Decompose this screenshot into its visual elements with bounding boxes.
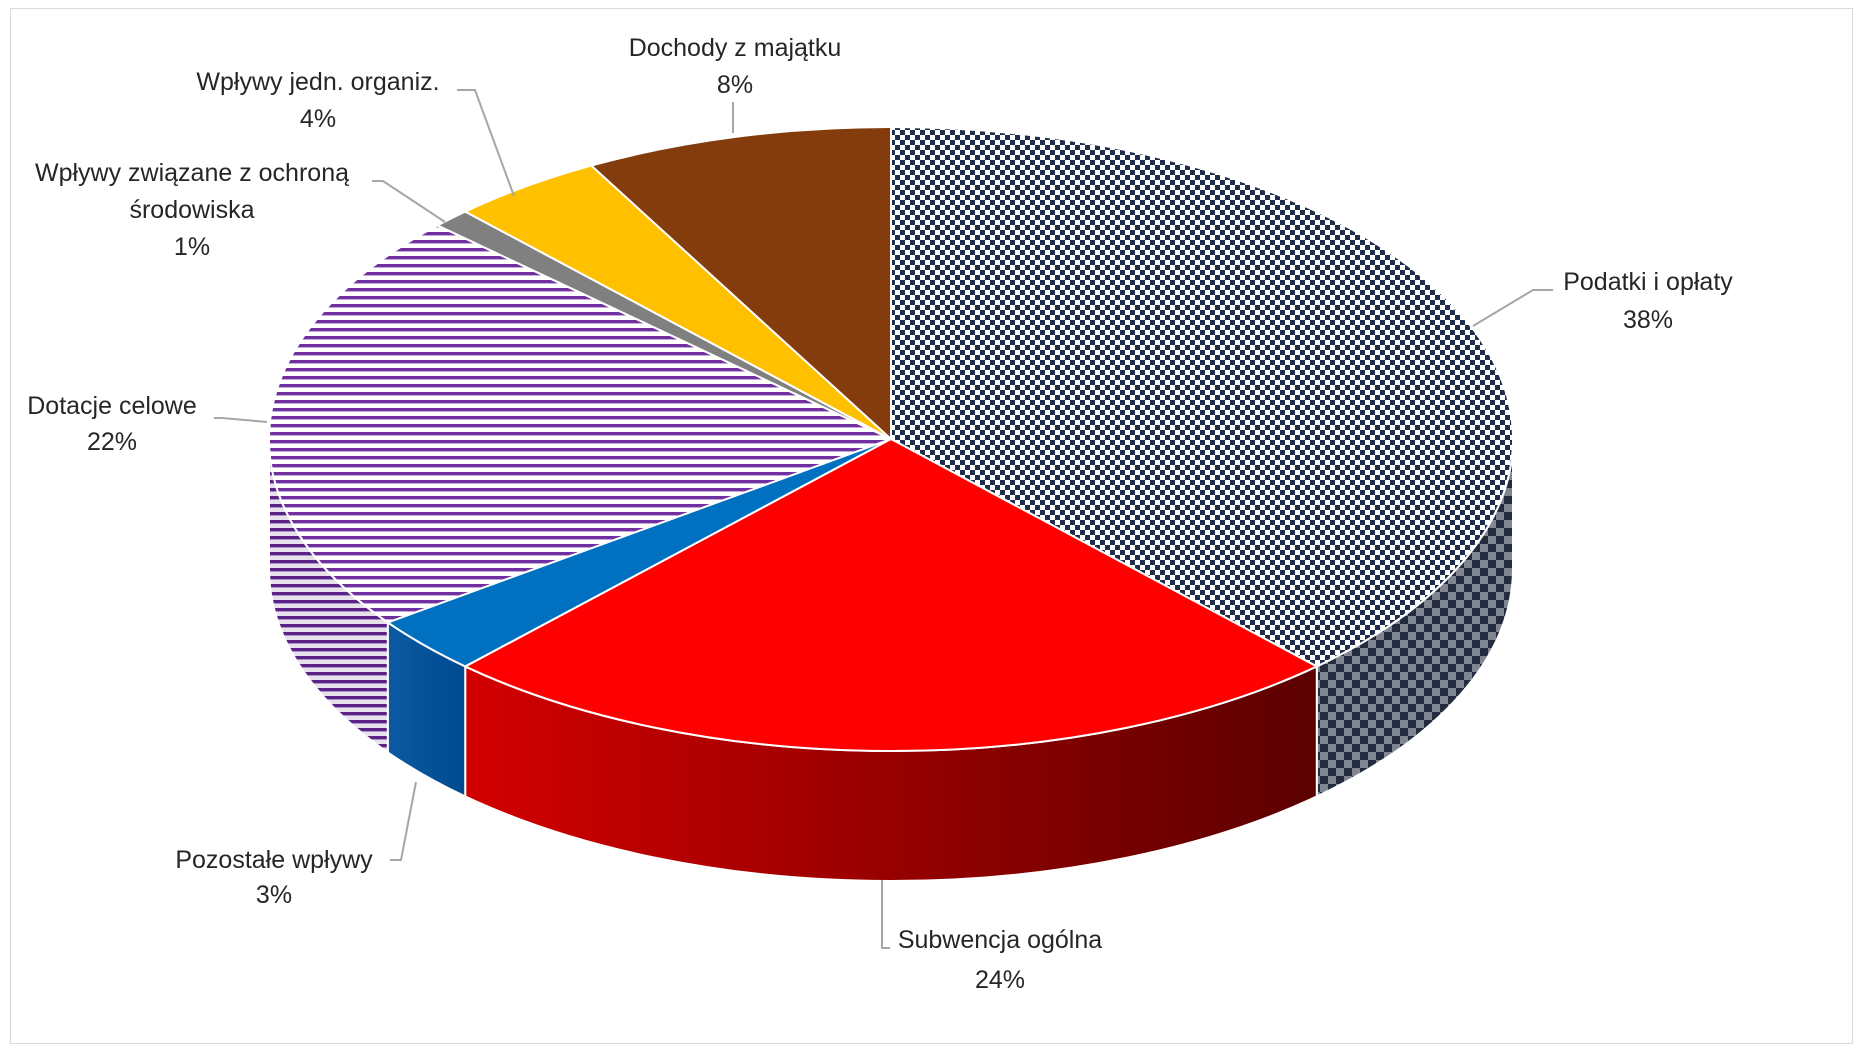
slice-label-line2-4: środowiska	[129, 196, 254, 224]
slice-percent-0: 38%	[1623, 306, 1673, 334]
slice-percent-1: 24%	[975, 966, 1025, 994]
leader-line-2	[390, 781, 417, 861]
slice-label-1: Subwencja ogólna	[898, 926, 1102, 954]
slice-percent-6: 8%	[717, 71, 753, 99]
slice-label-5: Wpływy jedn. organiz.	[196, 68, 439, 96]
slice-label-6: Dochody z majątku	[629, 34, 842, 62]
slice-label-3: Dotacje celowe	[27, 392, 197, 420]
slice-percent-4: 1%	[174, 233, 210, 261]
leader-line-0	[1472, 289, 1553, 327]
leader-line-4	[372, 180, 446, 223]
leader-line-5	[457, 89, 515, 197]
pie-slice-6	[590, 126, 892, 440]
pie-slice-0	[890, 126, 1514, 668]
leader-line-1	[881, 880, 890, 949]
slice-label-0: Podatki i opłaty	[1563, 268, 1733, 296]
slice-label-4: Wpływy związane z ochroną	[35, 159, 349, 187]
slice-percent-3: 22%	[87, 428, 137, 456]
slice-percent-5: 4%	[300, 105, 336, 133]
slice-percent-2: 3%	[256, 881, 292, 909]
pie-slice-1	[464, 438, 1318, 753]
slice-label-2: Pozostałe wpływy	[175, 846, 373, 874]
pie-slice-3	[268, 224, 892, 624]
leader-line-3	[214, 417, 268, 423]
